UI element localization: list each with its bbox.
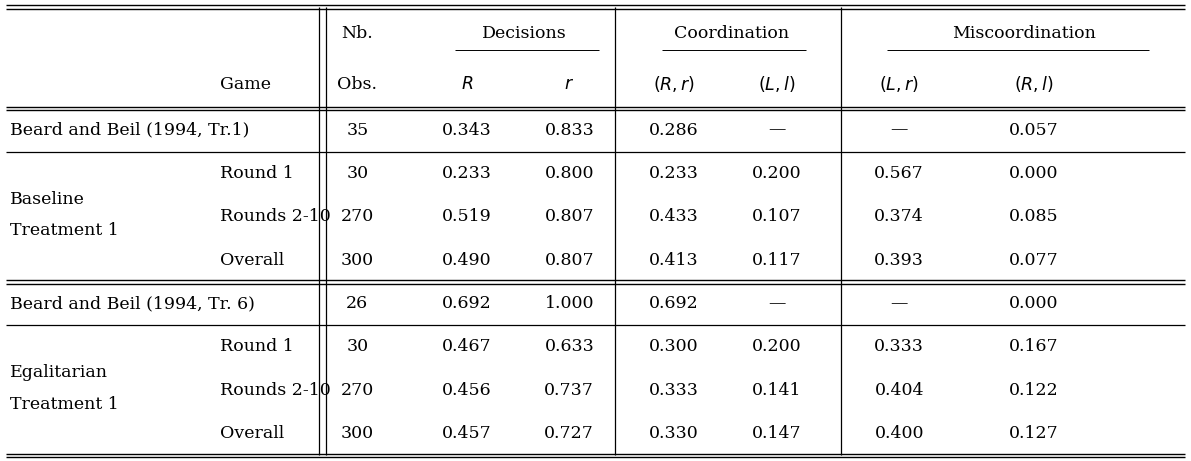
- Text: 0.633: 0.633: [544, 338, 594, 355]
- Text: 0.490: 0.490: [442, 252, 492, 269]
- Text: 0.286: 0.286: [649, 122, 699, 139]
- Text: 0.085: 0.085: [1009, 208, 1059, 225]
- Text: 0.457: 0.457: [442, 425, 492, 442]
- Text: 0.200: 0.200: [752, 338, 802, 355]
- Text: $(L,r)$: $(L,r)$: [879, 74, 919, 94]
- Text: Round 1: Round 1: [220, 165, 294, 182]
- Text: $R$: $R$: [461, 76, 473, 93]
- Text: Rounds 2-10: Rounds 2-10: [220, 382, 331, 399]
- Text: Treatment 1: Treatment 1: [10, 396, 118, 413]
- Text: 0.147: 0.147: [752, 425, 802, 442]
- Text: 0.333: 0.333: [649, 382, 699, 399]
- Text: 0.122: 0.122: [1009, 382, 1059, 399]
- Text: 270: 270: [341, 382, 374, 399]
- Text: 0.567: 0.567: [874, 165, 924, 182]
- Text: Treatment 1: Treatment 1: [10, 222, 118, 239]
- Text: 0.107: 0.107: [752, 208, 802, 225]
- Text: 300: 300: [341, 425, 374, 442]
- Text: —: —: [891, 295, 908, 312]
- Text: 0.233: 0.233: [649, 165, 699, 182]
- Text: 0.433: 0.433: [649, 208, 699, 225]
- Text: Beard and Beil (1994, Tr.1): Beard and Beil (1994, Tr.1): [10, 122, 249, 139]
- Text: 0.127: 0.127: [1009, 425, 1059, 442]
- Text: 0.141: 0.141: [752, 382, 802, 399]
- Text: 0.807: 0.807: [544, 252, 594, 269]
- Text: 1.000: 1.000: [544, 295, 594, 312]
- Text: 0.343: 0.343: [442, 122, 492, 139]
- Text: 0.692: 0.692: [442, 295, 492, 312]
- Text: 0.807: 0.807: [544, 208, 594, 225]
- Text: Decisions: Decisions: [481, 25, 567, 42]
- Text: 0.467: 0.467: [442, 338, 492, 355]
- Text: Egalitarian: Egalitarian: [10, 364, 107, 381]
- Text: 0.374: 0.374: [874, 208, 924, 225]
- Text: 0.330: 0.330: [649, 425, 699, 442]
- Text: $(R,r)$: $(R,r)$: [653, 74, 696, 94]
- Text: Miscoordination: Miscoordination: [953, 25, 1096, 42]
- Text: Baseline: Baseline: [10, 191, 85, 208]
- Text: 270: 270: [341, 208, 374, 225]
- Text: $(L,l)$: $(L,l)$: [757, 74, 796, 94]
- Text: 35: 35: [347, 122, 368, 139]
- Text: 0.737: 0.737: [544, 382, 594, 399]
- Text: 0.456: 0.456: [442, 382, 492, 399]
- Text: Round 1: Round 1: [220, 338, 294, 355]
- Text: 0.692: 0.692: [649, 295, 699, 312]
- Text: 0.000: 0.000: [1009, 295, 1059, 312]
- Text: Coordination: Coordination: [674, 25, 788, 42]
- Text: 0.233: 0.233: [442, 165, 492, 182]
- Text: 0.404: 0.404: [874, 382, 924, 399]
- Text: Overall: Overall: [220, 425, 285, 442]
- Text: —: —: [891, 122, 908, 139]
- Text: 0.393: 0.393: [874, 252, 924, 269]
- Text: —: —: [768, 122, 785, 139]
- Text: 30: 30: [347, 165, 368, 182]
- Text: 0.833: 0.833: [544, 122, 594, 139]
- Text: 0.077: 0.077: [1009, 252, 1059, 269]
- Text: Obs.: Obs.: [337, 76, 378, 93]
- Text: 0.400: 0.400: [874, 425, 924, 442]
- Text: 0.413: 0.413: [649, 252, 699, 269]
- Text: 0.000: 0.000: [1009, 165, 1059, 182]
- Text: 0.333: 0.333: [874, 338, 924, 355]
- Text: 300: 300: [341, 252, 374, 269]
- Text: 26: 26: [347, 295, 368, 312]
- Text: Game: Game: [220, 76, 272, 93]
- Text: 0.117: 0.117: [752, 252, 802, 269]
- Text: 0.300: 0.300: [649, 338, 699, 355]
- Text: 0.200: 0.200: [752, 165, 802, 182]
- Text: —: —: [768, 295, 785, 312]
- Text: Beard and Beil (1994, Tr. 6): Beard and Beil (1994, Tr. 6): [10, 295, 255, 312]
- Text: 0.167: 0.167: [1009, 338, 1059, 355]
- Text: Rounds 2-10: Rounds 2-10: [220, 208, 331, 225]
- Text: 30: 30: [347, 338, 368, 355]
- Text: $r$: $r$: [565, 76, 574, 93]
- Text: 0.727: 0.727: [544, 425, 594, 442]
- Text: Nb.: Nb.: [342, 25, 373, 42]
- Text: Overall: Overall: [220, 252, 285, 269]
- Text: $(R,l)$: $(R,l)$: [1014, 74, 1054, 94]
- Text: 0.800: 0.800: [544, 165, 594, 182]
- Text: 0.519: 0.519: [442, 208, 492, 225]
- Text: 0.057: 0.057: [1009, 122, 1059, 139]
